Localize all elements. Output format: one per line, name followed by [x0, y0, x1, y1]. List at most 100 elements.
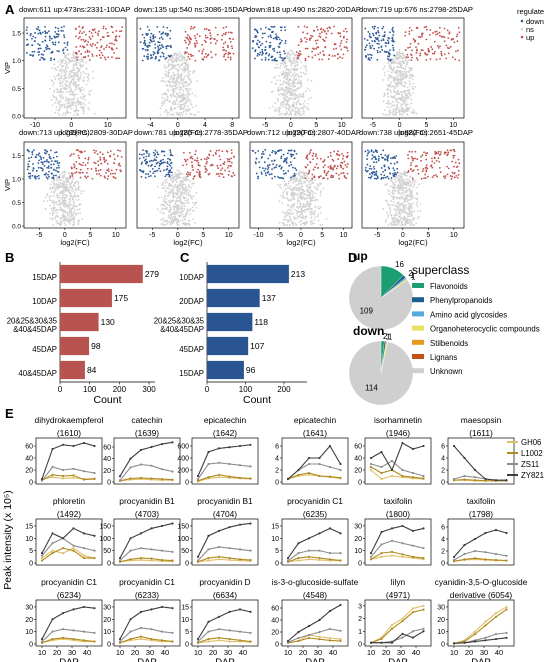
ns-point: [75, 113, 78, 116]
up-point: [305, 166, 308, 169]
down-point: [148, 41, 151, 44]
ns-point: [412, 109, 414, 111]
ns-point: [393, 60, 396, 63]
ns-point: [67, 76, 70, 78]
ns-point: [400, 66, 402, 68]
up-point: [201, 43, 204, 46]
ns-point: [76, 99, 79, 102]
down-point: [162, 158, 164, 161]
ns-point: [318, 207, 321, 210]
up-point: [319, 157, 322, 160]
ns-point: [172, 65, 175, 67]
ns-point: [65, 85, 68, 88]
ns-point: [193, 182, 195, 185]
ns-point: [192, 201, 195, 204]
ns-point: [51, 180, 54, 183]
ns-point: [175, 79, 178, 81]
ns-point: [412, 88, 415, 91]
ns-point: [293, 204, 296, 207]
up-point: [334, 54, 336, 57]
up-point: [315, 153, 318, 156]
ns-point: [286, 71, 289, 74]
down-point: [262, 153, 265, 155]
ns-point: [186, 91, 189, 93]
ns-point: [302, 181, 305, 184]
ns-point: [76, 78, 79, 81]
down-point: [368, 57, 370, 59]
up-point: [326, 177, 329, 180]
ns-point: [402, 196, 404, 198]
down-point: [35, 27, 38, 30]
ns-point: [61, 194, 64, 197]
down-point: [143, 153, 145, 155]
x-tick-label: -5: [370, 122, 376, 129]
y-tick-label: 1.0: [12, 176, 21, 183]
ns-point: [389, 91, 392, 94]
ns-point: [82, 60, 85, 63]
ns-point: [282, 63, 285, 66]
ns-point: [86, 76, 89, 78]
up-point: [189, 37, 191, 40]
up-point: [342, 171, 345, 174]
ns-point: [164, 74, 167, 77]
up-point: [82, 38, 85, 41]
down-point: [279, 53, 282, 56]
ns-point: [65, 178, 68, 181]
ns-point: [310, 79, 313, 82]
ns-point: [406, 113, 409, 116]
down-point: [286, 152, 289, 155]
up-point: [427, 50, 430, 53]
ns-point: [277, 113, 280, 116]
up-point: [228, 170, 231, 173]
ns-point: [276, 63, 279, 66]
ns-point: [185, 74, 188, 77]
down-point: [274, 152, 277, 155]
ns-point: [287, 83, 290, 86]
ns-point: [163, 195, 166, 198]
up-point: [79, 176, 82, 179]
up-point: [423, 26, 426, 29]
ns-point: [64, 99, 67, 102]
ns-point: [68, 201, 71, 204]
down-point: [26, 38, 29, 41]
ns-point: [389, 84, 392, 87]
down-point: [158, 37, 161, 40]
ns-point: [395, 69, 398, 72]
down-point: [27, 157, 30, 160]
down-point: [284, 172, 287, 175]
ns-point: [67, 97, 70, 100]
up-point: [205, 169, 208, 172]
ns-point: [396, 66, 399, 68]
ns-point: [170, 188, 173, 191]
ns-point: [187, 78, 190, 81]
ns-point: [90, 89, 93, 92]
ns-point: [170, 212, 173, 215]
ns-point: [301, 177, 304, 179]
ns-point: [166, 61, 169, 64]
ns-point: [181, 205, 184, 208]
up-point: [440, 54, 443, 57]
up-point: [230, 31, 232, 34]
y-tick-label: 0.0: [12, 114, 21, 121]
ns-point: [55, 88, 58, 91]
down-point: [48, 155, 51, 158]
ns-point: [412, 202, 415, 205]
down-point: [378, 34, 381, 37]
up-point: [120, 156, 123, 158]
up-point: [82, 46, 85, 49]
down-point: [31, 151, 34, 154]
ns-point: [405, 103, 407, 106]
down-point: [145, 150, 148, 152]
up-point: [113, 153, 115, 156]
ns-point: [167, 64, 170, 67]
x-tick-label: 10: [449, 122, 457, 129]
ns-point: [182, 85, 185, 87]
ns-point: [87, 106, 90, 109]
up-point: [84, 51, 87, 53]
up-point: [415, 57, 418, 59]
up-point: [103, 56, 106, 59]
ns-point: [411, 179, 414, 182]
down-point: [165, 173, 168, 176]
ns-point: [403, 208, 406, 211]
down-point: [158, 41, 161, 44]
